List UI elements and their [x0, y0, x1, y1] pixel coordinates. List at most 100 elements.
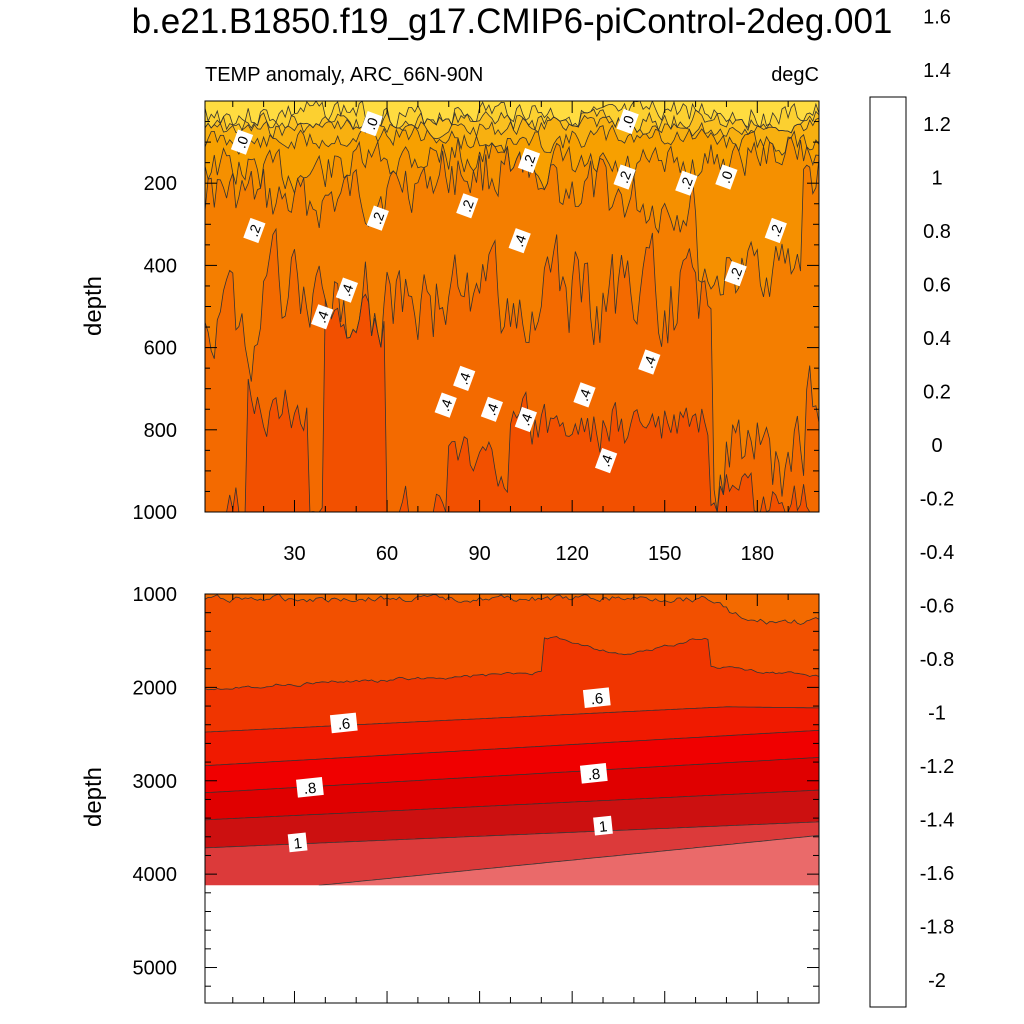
- contour-label: .0: [715, 164, 738, 190]
- contour-label-text: .4: [516, 411, 535, 428]
- colorbar-frame: [869, 96, 907, 1008]
- y-tick-label: 2000: [133, 677, 178, 699]
- contour-bands: [205, 101, 819, 512]
- x-tick-label: 120: [555, 543, 588, 565]
- contour-label-box: [638, 349, 661, 375]
- contour-label-box: [335, 277, 359, 303]
- y-axis-label: depth: [80, 276, 107, 336]
- contour-label-text: .6: [337, 715, 351, 733]
- colorbar-label: -1.8: [920, 917, 954, 939]
- contour-label-text: 1: [293, 835, 303, 853]
- y-tick-label: 800: [144, 420, 177, 442]
- colorbar-label: 1: [931, 167, 942, 189]
- contour-label-box: [764, 217, 787, 244]
- contour-line: [205, 114, 819, 140]
- missing-region: [205, 885, 819, 1003]
- contour-label-text: .4: [455, 370, 474, 387]
- contour-label: .8: [296, 776, 324, 798]
- contour-label: .2: [456, 193, 479, 219]
- colorbar-label: -0.2: [920, 488, 954, 510]
- contour-label: .4: [514, 406, 538, 433]
- contour-label-text: .4: [597, 452, 616, 469]
- x-tick-label: 30: [283, 543, 305, 565]
- contour-label-box: [582, 687, 611, 709]
- x-tick-label: 180: [741, 543, 774, 565]
- contour-label-box: [243, 217, 266, 244]
- contour-line: [205, 706, 819, 733]
- chart-title: b.e21.B1850.f19_g17.CMIP6-piControl-2deg…: [131, 2, 893, 41]
- contour-label: .2: [243, 217, 266, 244]
- contour-label: .2: [613, 164, 636, 190]
- contour-label-box: [517, 147, 541, 174]
- contour-line: [205, 146, 819, 298]
- contour-label: .4: [480, 396, 504, 422]
- contour-label-text: .2: [458, 197, 477, 214]
- contour-line: [205, 636, 819, 691]
- contour-label-box: [480, 396, 504, 422]
- colorbar-label: 0: [931, 435, 942, 457]
- contour-label: .6: [329, 712, 358, 734]
- colorbar-label: -1.2: [920, 756, 954, 778]
- contour-label: .0: [360, 110, 383, 137]
- y-axis-label: depth: [80, 767, 107, 827]
- upper-panel: TEMP anomaly, ARC_66N-90N degC 200 400 600 80…: [80, 64, 820, 565]
- contour-label: 1: [593, 815, 613, 836]
- contour-label: .4: [573, 382, 596, 408]
- contour-label-box: [230, 129, 254, 155]
- contour-label-box: [311, 304, 334, 330]
- contour-line: [205, 293, 819, 512]
- y-tick-label: 600: [144, 338, 177, 360]
- contour-label-text: .8: [303, 780, 317, 798]
- contour-label-box: [287, 832, 308, 853]
- contour-label-box: [724, 260, 747, 287]
- colorbar-label: 1.2: [923, 114, 951, 136]
- contour-label-box: [715, 164, 738, 190]
- contour-label-text: .4: [482, 401, 501, 418]
- contour-label-box: [508, 228, 531, 254]
- contour-line: [205, 789, 819, 821]
- colorbar-label: 1.6: [923, 7, 951, 29]
- contour-label: .8: [579, 762, 608, 784]
- y-tick-label: 3000: [133, 771, 178, 793]
- y-tick-label: 1000: [133, 584, 178, 606]
- contour-label-box: [675, 170, 698, 196]
- contour-label: .6: [582, 687, 611, 709]
- contour-line: [205, 227, 819, 512]
- contour-line: [205, 729, 819, 766]
- contour-label: .0: [616, 108, 639, 135]
- contour-band: [205, 293, 819, 512]
- y-tick-label: 200: [144, 173, 177, 195]
- contour-label: .2: [724, 260, 747, 287]
- colorbar-label: -1.6: [920, 863, 954, 885]
- contour-label-text: .4: [313, 308, 332, 325]
- contour-label: .2: [517, 147, 541, 174]
- colorbar-label: -2: [928, 970, 946, 992]
- colorbar-label: 0.6: [923, 274, 951, 296]
- contour-label-box: [579, 762, 608, 784]
- contour-label-box: [434, 392, 457, 418]
- contour-label-box: [329, 712, 358, 734]
- plot-frame: [204, 593, 820, 1004]
- contour-label: .2: [366, 205, 389, 231]
- contour-label-box: [456, 193, 479, 219]
- contour-label-text: .2: [245, 222, 264, 239]
- contour-label: .2: [764, 217, 787, 244]
- contour-label: .2: [675, 170, 698, 196]
- contour-line: [205, 101, 819, 129]
- contour-label-text: 1: [598, 818, 608, 836]
- contour-label: .4: [594, 447, 618, 474]
- contour-label-text: .0: [618, 113, 637, 130]
- contour-label-box: [296, 776, 324, 798]
- x-tick-label: 60: [376, 543, 398, 565]
- x-tick-label: 150: [648, 543, 681, 565]
- contour-label: .0: [230, 129, 254, 155]
- colorbar-label: -0.8: [920, 649, 954, 671]
- contour-label-box: [453, 365, 476, 392]
- contour-label-text: .4: [575, 386, 594, 403]
- contour-label: .4: [453, 365, 476, 392]
- contour-label: .4: [638, 349, 661, 375]
- contour-label-text: .6: [590, 690, 604, 708]
- colorbar-label: -1.4: [920, 810, 954, 832]
- colorbar-label: 1.4: [923, 60, 951, 82]
